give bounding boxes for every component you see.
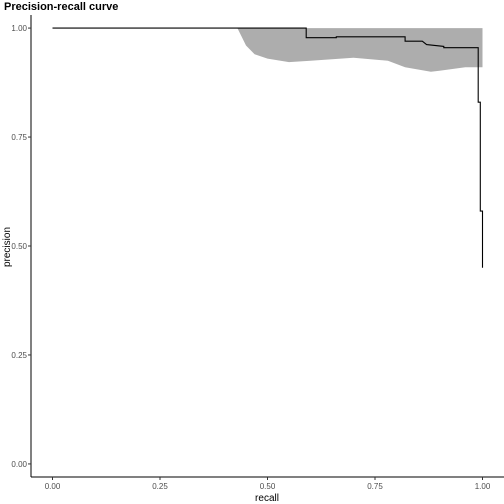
chart-title: Precision-recall curve [4,1,118,13]
x-tick-label: 0.25 [152,482,168,491]
plot-area: 0.00 0.25 0.50 0.75 1.00 0.00 0.25 0.50 0.75 1.00 [11,15,504,491]
y-tick-label: 0.25 [11,351,27,360]
confidence-band [237,28,483,72]
y-tick-label: 0.50 [11,242,27,251]
x-axis-title: recall [255,493,279,504]
x-tick-label: 0.50 [260,482,276,491]
x-tick-label: 1.00 [475,482,491,491]
pr-curve-line-0 [52,27,484,268]
x-tick-label: 0.75 [367,482,383,491]
y-tick-label: 0.75 [11,133,27,142]
y-tick-label: 0.00 [11,460,27,469]
x-tick-label: 0.00 [45,482,61,491]
y-tick-label: 1.00 [11,24,27,33]
y-axis-title: precision [2,227,13,267]
